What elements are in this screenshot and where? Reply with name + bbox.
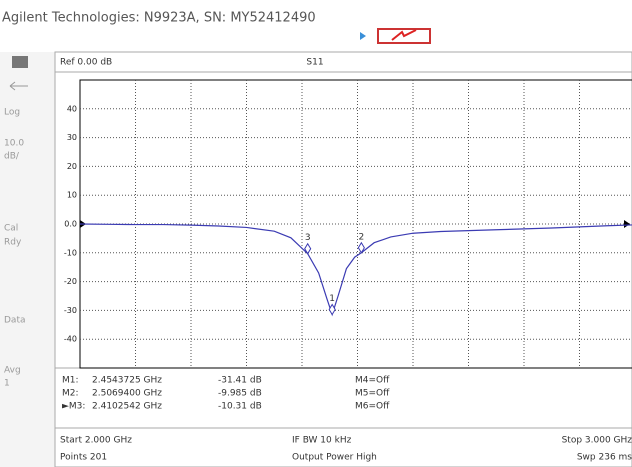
marker-label: 2	[358, 232, 364, 242]
header-title: Agilent Technologies: N9923A, SN: MY5241…	[2, 11, 316, 26]
y-tick-label: -30	[64, 306, 77, 315]
footer-text: Swp 236 ms	[577, 453, 632, 463]
usb-icon	[360, 32, 366, 40]
marker-label: 3	[305, 233, 311, 243]
footer-text: Stop 3.000 GHz	[562, 436, 632, 446]
footer-text: IF BW 10 kHz	[292, 436, 352, 446]
footer-text: Output Power High	[292, 453, 377, 463]
marker-readout: M1:	[62, 376, 79, 386]
sidebar-label: dB/	[4, 152, 20, 162]
y-tick-label: 0.0	[64, 220, 77, 229]
marker-readout: 2.4102542 GHz	[92, 402, 162, 412]
sidebar-label: Avg	[4, 366, 21, 376]
marker-readout: -10.31 dB	[218, 402, 262, 412]
marker	[357, 241, 365, 254]
marker-readout: M6=Off	[355, 402, 390, 412]
sidebar-label: Cal	[4, 224, 18, 234]
marker-readout: M5=Off	[355, 389, 390, 399]
trace	[79, 223, 632, 317]
sidebar-label: Data	[4, 316, 26, 326]
footer-text: Start 2.000 GHz	[60, 436, 132, 446]
marker-label: 1	[329, 294, 335, 304]
marker-readout: 2.4543725 GHz	[92, 376, 162, 386]
marker-readout: ►M3:	[62, 402, 85, 412]
footer-text: Points 201	[60, 453, 107, 463]
y-tick-label: -10	[64, 248, 77, 257]
marker-readout: M2:	[62, 389, 79, 399]
sidebar-label: 1	[4, 379, 10, 389]
marker-readout: M4=Off	[355, 376, 390, 386]
ref-arrow	[624, 220, 630, 228]
y-tick-label: 30	[67, 133, 77, 142]
marker	[328, 303, 336, 316]
marker-readout: 2.5069400 GHz	[92, 389, 162, 399]
y-tick-label: 20	[67, 162, 77, 171]
sidebar-label: Rdy	[4, 238, 22, 248]
y-tick-label: -40	[64, 335, 77, 344]
y-tick-label: 10	[67, 191, 77, 200]
parameter: S11	[306, 58, 323, 68]
ref-level: Ref 0.00 dB	[60, 58, 112, 68]
marker-readout: -31.41 dB	[218, 376, 262, 386]
display-area	[54, 51, 632, 467]
mode-icon	[12, 56, 28, 68]
status-icons	[360, 28, 431, 44]
back-icon	[9, 81, 28, 91]
sidebar-label: 10.0	[4, 139, 24, 149]
y-tick-label: 40	[67, 104, 77, 113]
marker	[304, 242, 312, 255]
battery-bolt	[391, 29, 417, 41]
marker-readout: -9.985 dB	[218, 389, 262, 399]
sidebar-label: Log	[4, 108, 20, 118]
y-tick-label: -20	[64, 277, 77, 286]
